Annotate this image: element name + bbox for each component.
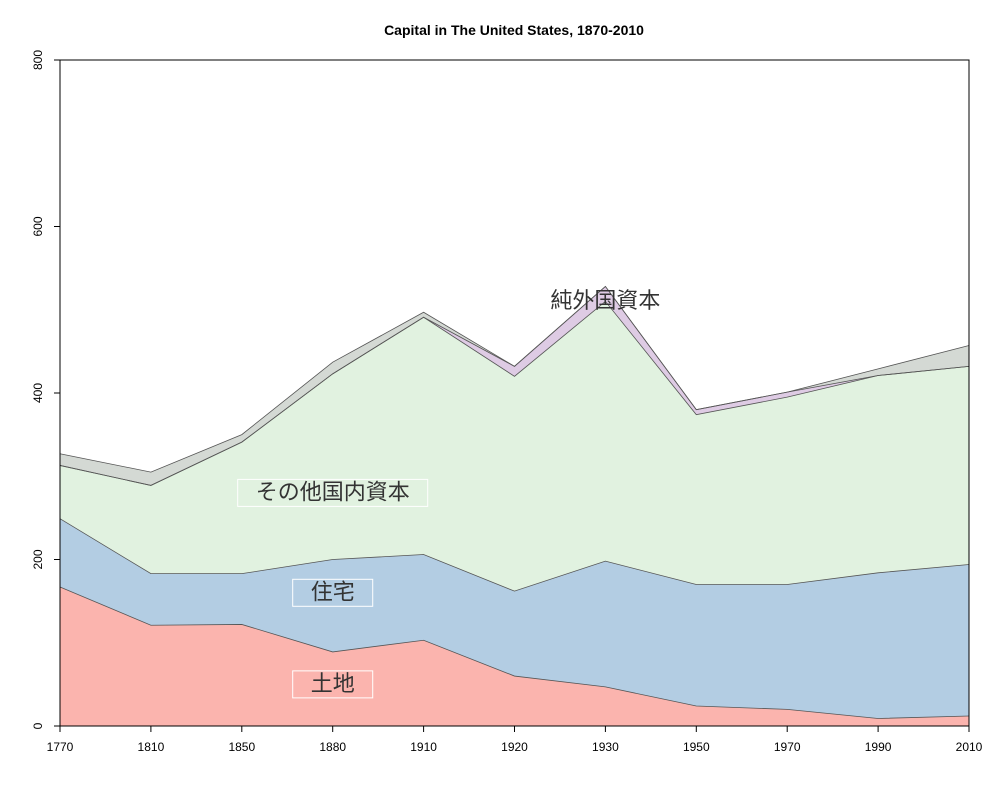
x-tick-label: 1850	[228, 740, 255, 754]
area-2	[60, 518, 969, 719]
series-label-box	[292, 670, 374, 699]
series-labels: 土地 住宅 その他国内資本 純外国資本	[237, 289, 660, 699]
y-tick-label: 0	[31, 722, 45, 729]
x-tick-label: 1990	[865, 740, 892, 754]
x-tick-label: 1970	[774, 740, 801, 754]
series-boundary-line	[59, 285, 970, 473]
series-label: 純外国資本	[550, 289, 660, 314]
y-tick-label: 800	[31, 50, 45, 70]
series-label-box	[292, 578, 374, 607]
chart-title: Capital in The United States, 1870-2010	[384, 22, 644, 38]
y-tick-label: 600	[31, 216, 45, 236]
series-label: その他国内資本	[256, 480, 410, 505]
x-tick-label: 1810	[138, 740, 165, 754]
axes: 1770 1810 1850 1880 1910 1920 1930 1950 1970 1990…	[31, 50, 983, 754]
series-label-group: その他国内資本	[237, 478, 429, 507]
area-1	[60, 586, 969, 726]
series-label: 土地	[311, 672, 355, 697]
x-tick-label: 1770	[47, 740, 74, 754]
x-tick-label: 1930	[592, 740, 619, 754]
series-label-group: 土地	[292, 670, 374, 699]
x-tick-label: 1880	[319, 740, 346, 754]
y-tick-label: 400	[31, 383, 45, 403]
series-label-group: 純外国資本	[550, 289, 660, 314]
area-layers	[59, 285, 970, 726]
x-tick-label: 2010	[956, 740, 983, 754]
series-label: 住宅	[311, 580, 355, 605]
x-tick-label: 1950	[683, 740, 710, 754]
x-tick-label: 1910	[410, 740, 437, 754]
series-boundary-line	[59, 586, 970, 719]
y-tick-label: 200	[31, 549, 45, 569]
series-label-box	[237, 478, 429, 507]
series-boundary-line	[59, 518, 970, 592]
series-label-group: 住宅	[292, 578, 374, 607]
x-tick-label: 1920	[501, 740, 528, 754]
area-3	[60, 301, 969, 592]
